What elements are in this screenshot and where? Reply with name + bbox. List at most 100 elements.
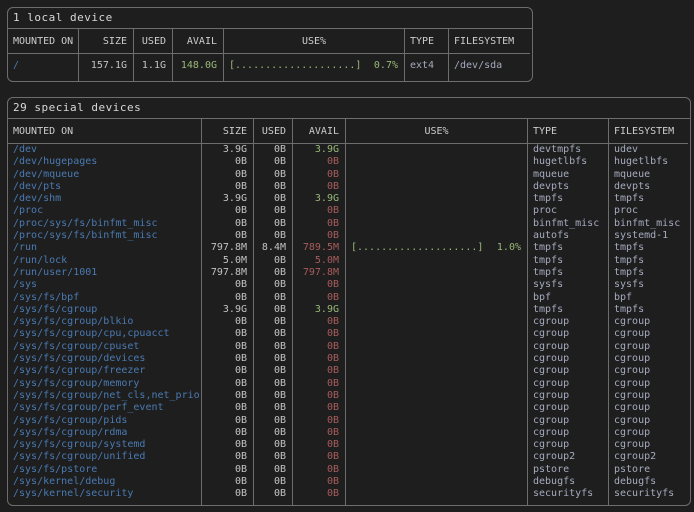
table-bottom-spacer [8,77,532,81]
size-cell: 0B [202,464,254,476]
table-row: /dev/pts0B0B0Bdevptsdevpts [8,181,690,193]
table-row: /sys/fs/cgroup/cpu,cpuacct0B0B0Bcgroupcg… [8,328,690,340]
size-cell: 797.8M [202,267,254,279]
spacer-cell [346,501,528,505]
mounted-on-cell: /dev/pts [8,181,202,193]
usage-bar: [....................] [229,54,361,77]
avail-cell: 0B [293,476,346,488]
mounted-on-cell: /sys/fs/cgroup/blkio [8,316,202,328]
avail-cell: 0B [293,328,346,340]
mounted-on-cell: /sys/fs/cgroup/unified [8,451,202,463]
spacer-cell [8,501,202,505]
use-pct-cell: [....................] 0.7% [224,54,405,77]
size-cell: 0B [202,328,254,340]
mounted-on-cell: /sys/fs/bpf [8,292,202,304]
mounted-on-cell: /run [8,242,202,254]
type-cell: cgroup [528,365,609,377]
table-row: /sys/fs/bpf0B0B0Bbpfbpf [8,292,690,304]
avail-cell: 0B [293,464,346,476]
use-pct-cell [346,328,528,340]
table-row: /sys/fs/cgroup3.9G0B3.9Gtmpfstmpfs [8,304,690,316]
use-pct-cell [346,267,528,279]
filesystem-cell: cgroup [609,402,688,414]
type-cell: binfmt_misc [528,218,609,230]
table-row: /run/lock5.0M0B5.0Mtmpfstmpfs [8,255,690,267]
table-row: /sys/fs/cgroup/systemd0B0B0Bcgroupcgroup [8,439,690,451]
size-cell: 0B [202,353,254,365]
filesystem-cell: cgroup [609,415,688,427]
avail-cell: 0B [293,205,346,217]
local-table-title: 1 local device [8,8,532,29]
type-cell: tmpfs [528,304,609,316]
type-cell: tmpfs [528,242,609,254]
spacer-cell [173,77,224,81]
usage-percent: 0.7% [374,54,398,77]
type-cell: debugfs [528,476,609,488]
use-pct-cell [346,193,528,205]
avail-cell: 0B [293,169,346,181]
mounted-on-cell: /sys/kernel/security [8,488,202,500]
size-cell: 0B [202,415,254,427]
table-row: /sys/fs/cgroup/rdma0B0B0Bcgroupcgroup [8,427,690,439]
filesystem-cell: tmpfs [609,304,688,316]
use-pct-cell [346,292,528,304]
filesystem-cell: udev [609,144,688,156]
use-pct-cell [346,402,528,414]
table-row: /dev/shm3.9G0B3.9Gtmpfstmpfs [8,193,690,205]
used-cell: 0B [254,181,293,193]
use-pct-cell: [....................]1.0% [346,242,528,254]
table-bottom-spacer [8,501,690,505]
filesystem-cell: cgroup [609,353,688,365]
type-cell: securityfs [528,488,609,500]
type-cell: tmpfs [528,255,609,267]
table-row: /sys/kernel/debug0B0B0Bdebugfsdebugfs [8,476,690,488]
used-cell: 0B [254,316,293,328]
spacer-cell [202,501,254,505]
used-cell: 0B [254,304,293,316]
filesystem-cell: cgroup [609,378,688,390]
table-row: /sys/fs/cgroup/pids0B0B0Bcgroupcgroup [8,415,690,427]
header-use-pct: USE% [224,29,405,54]
use-pct-cell [346,488,528,500]
used-cell: 0B [254,378,293,390]
avail-cell: 0B [293,378,346,390]
use-pct-cell [346,476,528,488]
used-cell: 0B [254,451,293,463]
avail-cell: 0B [293,316,346,328]
mounted-on-cell: /sys/fs/cgroup/rdma [8,427,202,439]
header-used: USED [134,29,173,54]
used-cell: 0B [254,427,293,439]
filesystem-cell: systemd-1 [609,230,688,242]
size-cell: 0B [202,451,254,463]
filesystem-cell: cgroup [609,328,688,340]
used-cell: 0B [254,464,293,476]
size-cell: 0B [202,476,254,488]
table-row: /157.1G1.1G148.0G[....................]0… [8,54,532,77]
avail-cell: 0B [293,341,346,353]
avail-cell: 0B [293,181,346,193]
size-cell: 0B [202,230,254,242]
table-row: /dev/hugepages0B0B0Bhugetlbfshugetlbfs [8,156,690,168]
filesystem-cell: tmpfs [609,267,688,279]
use-pct-cell [346,181,528,193]
use-pct-cell [346,156,528,168]
avail-cell: 0B [293,415,346,427]
table-row: /sys/kernel/security0B0B0Bsecurityfssecu… [8,488,690,500]
spacer-cell [528,501,609,505]
header-size: SIZE [79,29,134,54]
filesystem-cell: cgroup [609,341,688,353]
table-row: /sys/fs/pstore0B0B0Bpstorepstore [8,464,690,476]
size-cell: 5.0M [202,255,254,267]
avail-cell: 3.9G [293,193,346,205]
type-cell: tmpfs [528,193,609,205]
spacer-cell [609,501,688,505]
type-cell: cgroup [528,353,609,365]
use-pct-cell [346,464,528,476]
table-row: /sys/fs/cgroup/memory0B0B0Bcgroupcgroup [8,378,690,390]
avail-cell: 0B [293,230,346,242]
avail-cell: 0B [293,427,346,439]
used-cell: 0B [254,439,293,451]
used-cell: 0B [254,255,293,267]
size-cell: 0B [202,365,254,377]
mounted-on-cell: /sys [8,279,202,291]
